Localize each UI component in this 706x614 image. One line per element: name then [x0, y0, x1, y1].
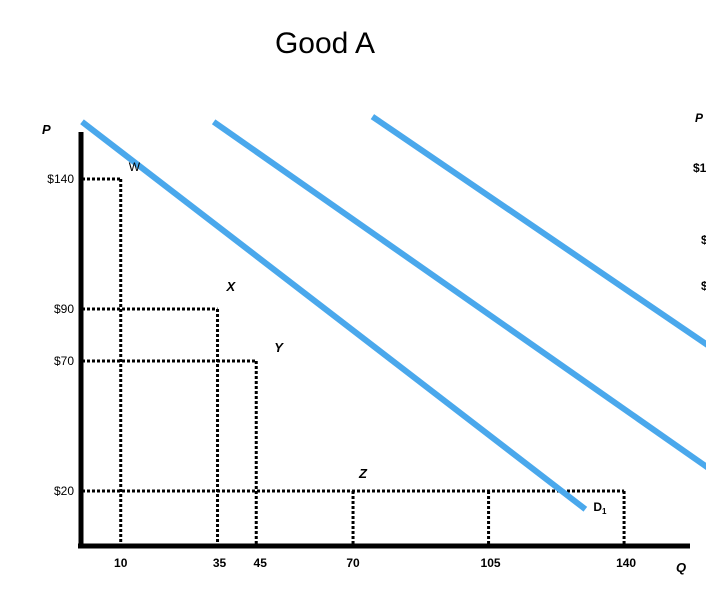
curve-label-subscript: 1	[602, 507, 607, 516]
x-tick-label: 70	[346, 556, 360, 570]
demand-curve-3	[370, 114, 706, 348]
cutoff-duplicate-axis: P $1 $ $	[693, 111, 706, 293]
x-tick-label: 140	[616, 556, 636, 570]
chart-title: Good A	[275, 27, 375, 60]
x-tick-label: 105	[481, 556, 501, 570]
y-tick-label: $70	[54, 354, 74, 368]
cutoff-label: $	[701, 279, 706, 293]
y-axis-label: P	[42, 122, 51, 137]
y-tick-labels: $140 $90 $70 $20	[47, 172, 74, 498]
demand-curves	[80, 114, 706, 512]
x-tick-labels: 10 35 45 70 105 140	[114, 556, 636, 570]
point-label-w: W	[129, 160, 141, 174]
demand-curve-2	[211, 119, 706, 471]
point-label-y: Y	[274, 340, 284, 355]
point-label-x: X	[226, 279, 237, 294]
curve-label-d1: D1	[593, 500, 607, 516]
y-tick-label: $90	[54, 302, 74, 316]
x-tick-label: 35	[213, 556, 227, 570]
x-tick-label: 10	[114, 556, 128, 570]
cutoff-label: P	[695, 111, 704, 125]
cutoff-label: $1	[693, 161, 706, 175]
cutoff-label: $	[701, 233, 706, 247]
demand-curve-1	[80, 119, 588, 512]
guide-lines	[82, 177, 626, 545]
x-tick-label: 45	[254, 556, 268, 570]
point-labels: W X Y Z	[129, 160, 368, 481]
x-axis-label: Q	[676, 560, 686, 575]
y-tick-label: $140	[47, 172, 74, 186]
y-tick-label: $20	[54, 484, 74, 498]
point-label-z: Z	[358, 466, 368, 481]
